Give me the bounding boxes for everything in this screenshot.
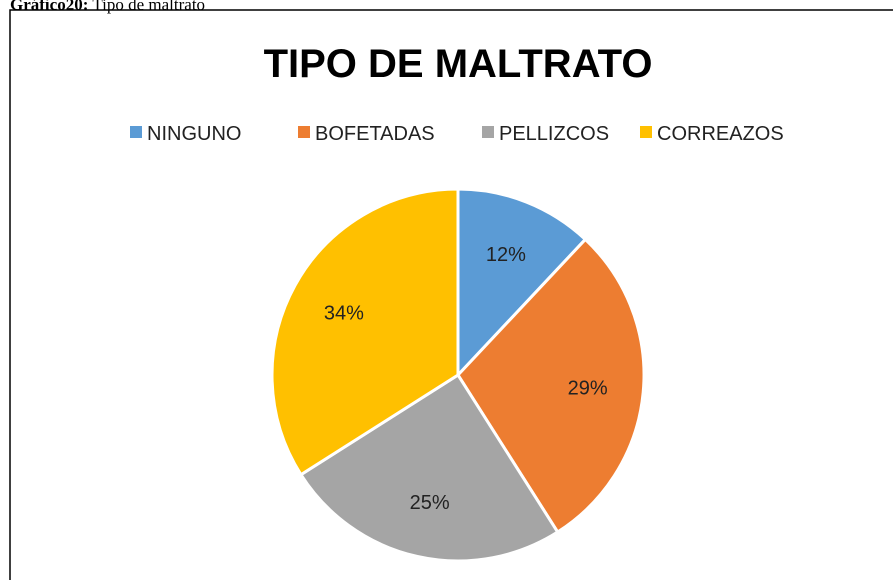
- legend-label: NINGUNO: [147, 123, 241, 145]
- legend-swatch: [482, 126, 494, 138]
- caption: Gráfico20: Tipo de maltrato: [10, 0, 205, 14]
- legend-swatch: [130, 126, 142, 138]
- caption-text: Tipo de maltrato: [92, 0, 205, 14]
- legend-swatch: [640, 126, 652, 138]
- pie-slice: [270, 187, 460, 477]
- data-label: 12%: [486, 244, 526, 266]
- chart-frame: [9, 9, 893, 580]
- legend-label: CORREAZOS: [657, 123, 784, 145]
- data-label: 29%: [568, 377, 608, 399]
- data-label: 25%: [410, 492, 450, 514]
- chart-title: TIPO DE MALTRATO: [264, 42, 653, 86]
- data-label: 34%: [324, 302, 364, 324]
- legend-swatch: [298, 126, 310, 138]
- pie-slice: [298, 372, 560, 563]
- legend-label: PELLIZCOS: [499, 123, 609, 145]
- pie-slice: [456, 187, 588, 379]
- caption-label: Gráfico20:: [10, 0, 88, 14]
- legend-label: BOFETADAS: [315, 123, 435, 145]
- pie-slice: [456, 237, 646, 535]
